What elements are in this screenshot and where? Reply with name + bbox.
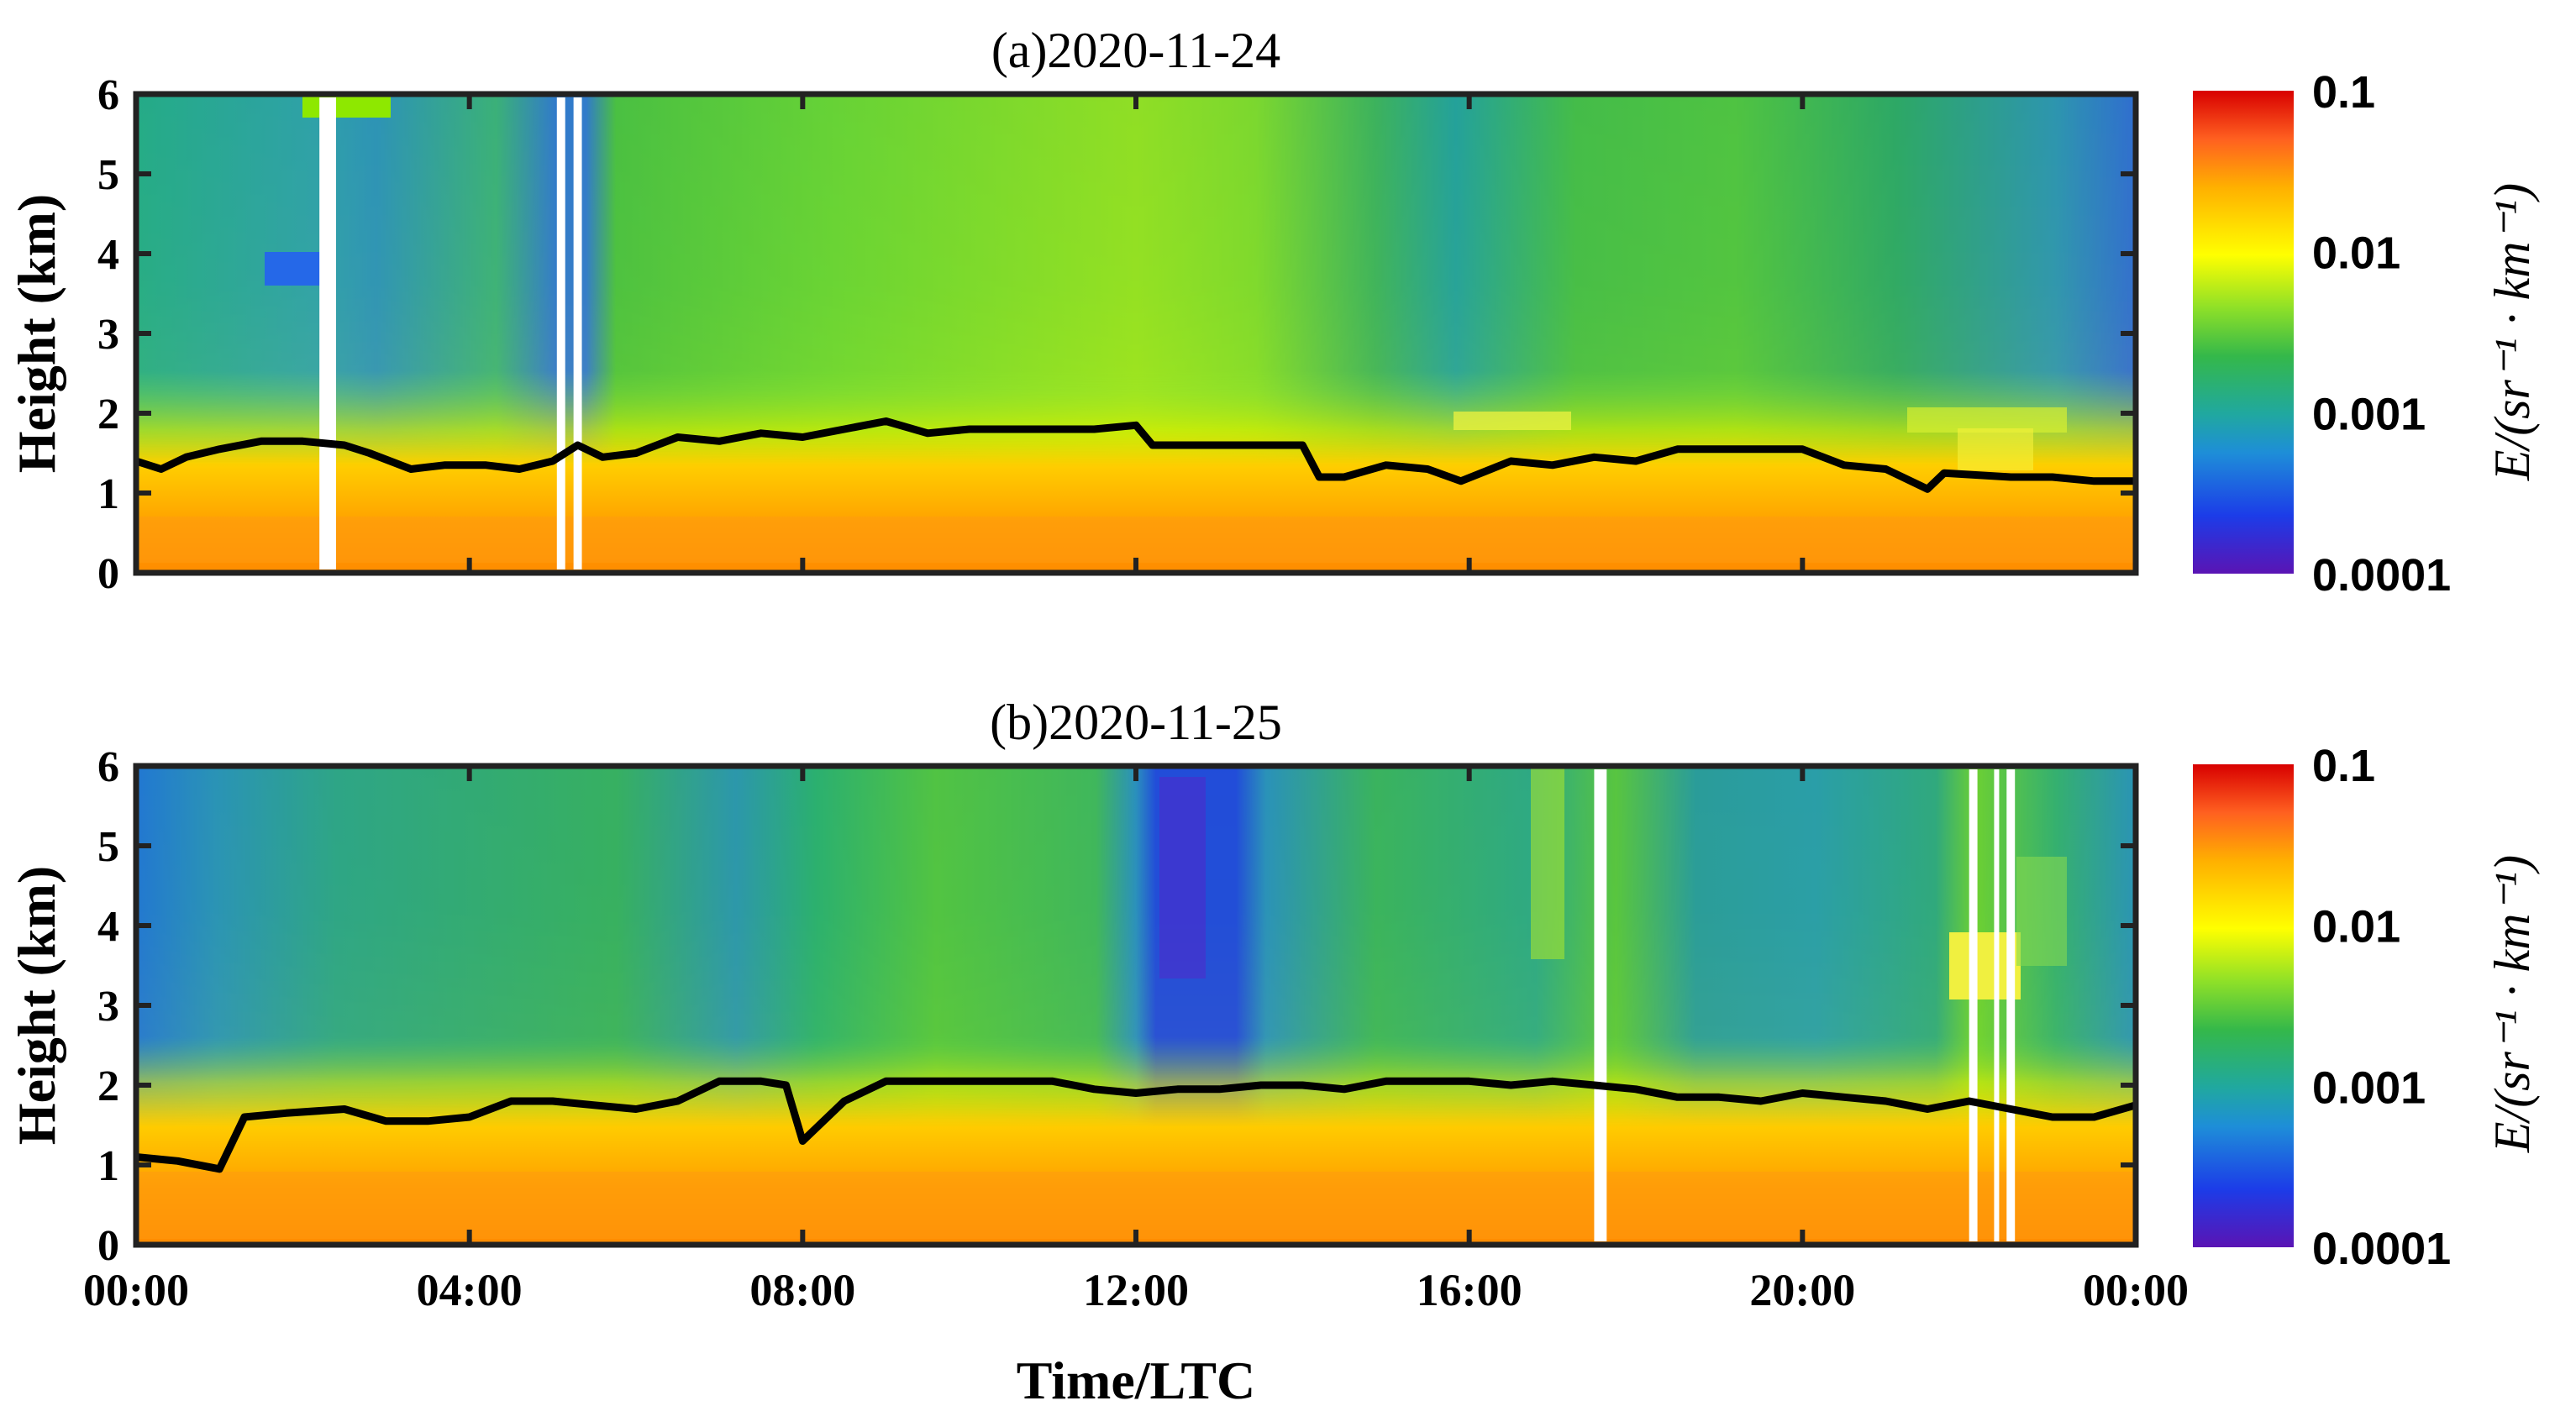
- x-tick-label: 12:00: [1083, 1265, 1189, 1315]
- x-tick-label: 00:00: [2083, 1265, 2189, 1315]
- panel-a-y-axis: 0 1 2 3 4 5 6: [97, 71, 2136, 598]
- x-tick-label: 20:00: [1749, 1265, 1855, 1315]
- y-tick-label: 1: [97, 470, 119, 518]
- panel-b-x-axis: 00:00 04:00 08:00 12:00 16:00 20:00 00:00: [83, 766, 2189, 1315]
- panel-a-y-label: Height (km): [7, 194, 66, 473]
- y-tick-label: 2: [97, 1062, 119, 1110]
- panel-a-feature: [265, 252, 328, 286]
- colorbar-tick-label: 0.001: [2312, 1062, 2426, 1113]
- colorbar-tick-label: 0.001: [2312, 389, 2426, 439]
- x-tick-label: 08:00: [749, 1265, 855, 1315]
- y-tick-label: 0: [97, 1222, 119, 1270]
- panel-a-data-gaps: [319, 97, 582, 569]
- y-tick-label: 3: [97, 983, 119, 1031]
- y-tick-label: 3: [97, 311, 119, 359]
- colorbar-b-label: E/(sr⁻¹ · km⁻¹): [2484, 855, 2540, 1153]
- panel-b-feature: [1159, 777, 1206, 978]
- y-tick-label: 4: [97, 903, 119, 951]
- panel-b-title: (b)2020-11-25: [990, 695, 1282, 750]
- colorbar-b: 0.1 0.01 0.001 0.0001 E/(sr⁻¹ · km⁻¹): [2193, 741, 2540, 1274]
- panel-b-surface-layer: [136, 1172, 2136, 1239]
- panel-b: (b)2020-11-25 0 1 2 3 4 5 6 00:00 04:00 08:00 12:…: [7, 695, 2189, 1315]
- colorbar-tick-label: 0.1: [2312, 741, 2375, 791]
- colorbar-a-scale: [2193, 91, 2294, 574]
- panel-a-upper-variation: [136, 94, 2136, 464]
- panel-a-boundary-line: [134, 417, 2136, 493]
- panel-a: (a)2020-11-24 0 1 2 3 4 5 6 Height (km): [7, 23, 2139, 598]
- data-gap: [1594, 769, 1607, 1241]
- colorbar-b-scale: [2193, 764, 2294, 1247]
- colorbar-tick-label: 0.0001: [2312, 550, 2451, 601]
- panel-b-heatmap: [136, 766, 2136, 1245]
- panel-a-feature: [302, 94, 391, 118]
- colorbar-b-ticks: 0.1 0.01 0.001 0.0001: [2312, 741, 2451, 1274]
- x-tick-label: 00:00: [83, 1265, 189, 1315]
- panel-b-feature: [1531, 766, 1564, 959]
- y-tick-label: 5: [97, 151, 119, 199]
- y-tick-label: 5: [97, 823, 119, 871]
- data-gap: [1969, 769, 1978, 1241]
- data-gap: [556, 97, 565, 569]
- colorbar-tick-label: 0.01: [2312, 902, 2400, 952]
- data-gap: [573, 97, 582, 569]
- y-tick-label: 1: [97, 1142, 119, 1190]
- x-tick-label: 04:00: [417, 1265, 523, 1315]
- panel-a-heatmap: [136, 94, 2136, 573]
- y-tick-label: 0: [97, 550, 119, 598]
- panel-a-feature: [1958, 428, 2033, 470]
- data-gap: [1994, 769, 2000, 1241]
- data-gap: [2006, 769, 2016, 1241]
- y-tick-label: 2: [97, 391, 119, 438]
- colorbar-a: 0.1 0.01 0.001 0.0001 E/(sr⁻¹ · km⁻¹): [2193, 67, 2540, 601]
- panel-a-title: (a)2020-11-24: [991, 23, 1280, 78]
- colorbar-tick-label: 0.1: [2312, 67, 2375, 118]
- panel-b-y-axis: 0 1 2 3 4 5 6: [97, 743, 2136, 1270]
- x-tick-label: 16:00: [1417, 1265, 1522, 1315]
- panel-a-x-axis: [134, 94, 2138, 573]
- colorbar-tick-label: 0.0001: [2312, 1224, 2451, 1274]
- colorbar-a-ticks: 0.1 0.01 0.001 0.0001: [2312, 67, 2451, 601]
- y-tick-label: 6: [97, 71, 119, 119]
- y-tick-label: 4: [97, 231, 119, 279]
- panel-b-feature: [2016, 857, 2067, 966]
- colorbar-a-label: E/(sr⁻¹ · km⁻¹): [2484, 183, 2540, 481]
- panel-b-boundary-line: [135, 1077, 2137, 1173]
- data-gap: [319, 97, 336, 569]
- colorbar-tick-label: 0.01: [2312, 228, 2400, 279]
- panel-a-feature: [1454, 412, 1571, 430]
- panel-b-data-gaps: [1594, 769, 2016, 1241]
- panel-b-y-label: Height (km): [7, 866, 66, 1145]
- x-axis-label: Time/LTC: [1017, 1351, 1256, 1410]
- panel-a-surface-layer: [136, 517, 2136, 563]
- panel-b-upper-variation: [136, 766, 2136, 1127]
- y-tick-label: 6: [97, 743, 119, 791]
